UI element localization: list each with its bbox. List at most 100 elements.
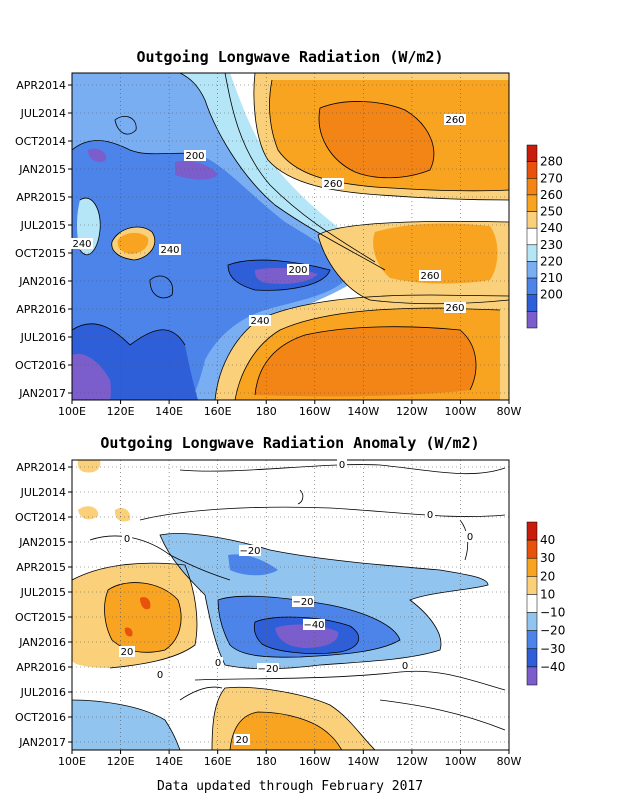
contour-label-bg [465,531,475,542]
x-tick-label: 140W [347,755,379,768]
y-tick-label: OCT2015 [15,247,66,260]
contour-label-bg [249,315,271,326]
colorbar-tick-label: 270 [540,171,563,185]
x-tick-label: 140E [155,755,183,768]
colorbar-tick-label: 40 [540,533,555,547]
contour-label-bg [337,459,347,470]
colorbar-tick-label: 30 [540,551,555,565]
y-tick-label: JAN2017 [18,736,66,749]
colorbar-tick-label: 210 [540,271,563,285]
colorbar-tick-label: −20 [540,624,565,638]
contour-label-bg [184,150,206,161]
x-tick-label: 140E [155,405,183,418]
colorbar-tick-label: 10 [540,587,555,601]
anomaly-region-west-30b [124,627,133,637]
x-tick-label: 160W [299,755,331,768]
anomaly-region-bottom-cold [72,700,180,750]
colorbar-swatch [526,557,538,577]
colorbar-swatch [526,666,538,686]
olr-contour-labels: 260 200 260 240 240 200 260 260 240 [71,114,466,327]
anomaly-contour-labels: 0 0 0 0 −20 −20 −40 20 0 0 −20 0 20 [119,459,475,746]
contour-label: 0 [157,670,163,681]
x-tick-label: 180 [256,755,277,768]
colorbar-tick-label: 20 [540,569,555,583]
contour-label: 260 [420,271,439,282]
y-tick-label: JAN2017 [18,387,66,400]
contour-label: −20 [239,546,260,557]
colorbar-swatch [526,648,538,668]
colorbar-swatch [526,630,538,650]
contour-label: 240 [72,239,91,250]
x-tick-label: 140W [347,405,379,418]
olr-region-blob-260 [117,232,149,254]
contour-label-bg [155,669,165,680]
colorbar-swatch [526,539,538,559]
anomaly-title: Outgoing Longwave Radiation Anomaly (W/m… [100,434,479,452]
contour-label-bg [425,509,435,520]
contour-label-bg [257,663,279,674]
contour-label: 260 [445,115,464,126]
colorbar-swatch [526,311,538,329]
olr-x-ticks: 100E 120E 140E 160E 180 160W 140W 120W 100W 80W [58,400,522,418]
anomaly-frame [71,459,510,751]
contour-label: −40 [303,620,324,631]
colorbar-swatch [526,161,538,179]
colorbar-swatch [526,144,538,162]
colorbar-tick-label: 240 [540,221,563,235]
x-tick-label: 120W [396,755,428,768]
anomaly-grid [72,460,509,750]
y-tick-label: OCT2014 [15,135,66,148]
olr-region-mid-260 [373,223,498,284]
olr-title: Outgoing Longwave Radiation (W/m2) [136,48,443,66]
contour-label-bg [322,178,344,189]
contour-label-bg [122,533,132,544]
y-tick-label: OCT2016 [15,359,66,372]
x-tick-label: 160E [204,755,232,768]
colorbar-tick-label: 250 [540,205,563,219]
contour-label-bg [292,596,314,607]
olr-region-240-tongue [180,73,385,270]
contour-label-bg [71,238,93,249]
colorbar-swatch [526,194,538,212]
y-tick-label: JUL2016 [20,331,66,344]
y-tick-label: APR2016 [16,303,66,316]
olr-region-bottom-270 [255,326,476,397]
olr-y-ticks: APR2014 JUL2014 OCT2014 JAN2015 APR2015 JUL20… [15,79,72,400]
anomaly-region-west-30a [140,597,151,610]
colorbar-swatch [526,178,538,196]
contour-label-bg [444,114,466,125]
y-tick-label: OCT2015 [15,611,66,624]
contour-label: 0 [427,510,433,521]
footer-note: Data updated through February 2017 [157,779,423,794]
olr-region-west-200c [88,148,107,162]
contour-label-bg [239,545,261,556]
anomaly-region-top [77,460,101,473]
y-tick-label: JAN2016 [18,636,66,649]
y-tick-label: APR2016 [16,661,66,674]
y-tick-label: JUL2015 [20,219,66,232]
contour-label: 20 [121,647,134,658]
olr-region-west-200a [72,353,111,400]
x-tick-label: 100W [445,755,477,768]
olr-panel: Outgoing Longwave Radiation (W/m2) [15,48,563,418]
colorbar-swatch [526,594,538,613]
anomaly-region-central-m20b [228,554,278,576]
contour-label: 260 [323,179,342,190]
contour-label-bg [444,302,466,313]
x-tick-label: 100W [445,405,477,418]
x-tick-label: 180 [256,405,277,418]
x-tick-label: 100E [58,405,86,418]
colorbar-tick-label: 220 [540,254,563,268]
olr-colorbar: 280 270 260 250 240 230 220 210 200 [526,144,563,329]
y-tick-label: JUL2016 [20,686,66,699]
olr-region-west-200b [175,160,218,180]
colorbar-swatch [526,294,538,312]
colorbar-tick-label: −40 [540,660,565,674]
colorbar-swatch [526,244,538,262]
olr-region-top-270 [319,101,434,178]
y-tick-label: JUL2014 [20,107,66,120]
contour-label: 0 [467,532,473,543]
contour-label: 0 [339,460,345,471]
contour-label-bg [159,244,181,255]
y-tick-label: JUL2014 [20,486,66,499]
